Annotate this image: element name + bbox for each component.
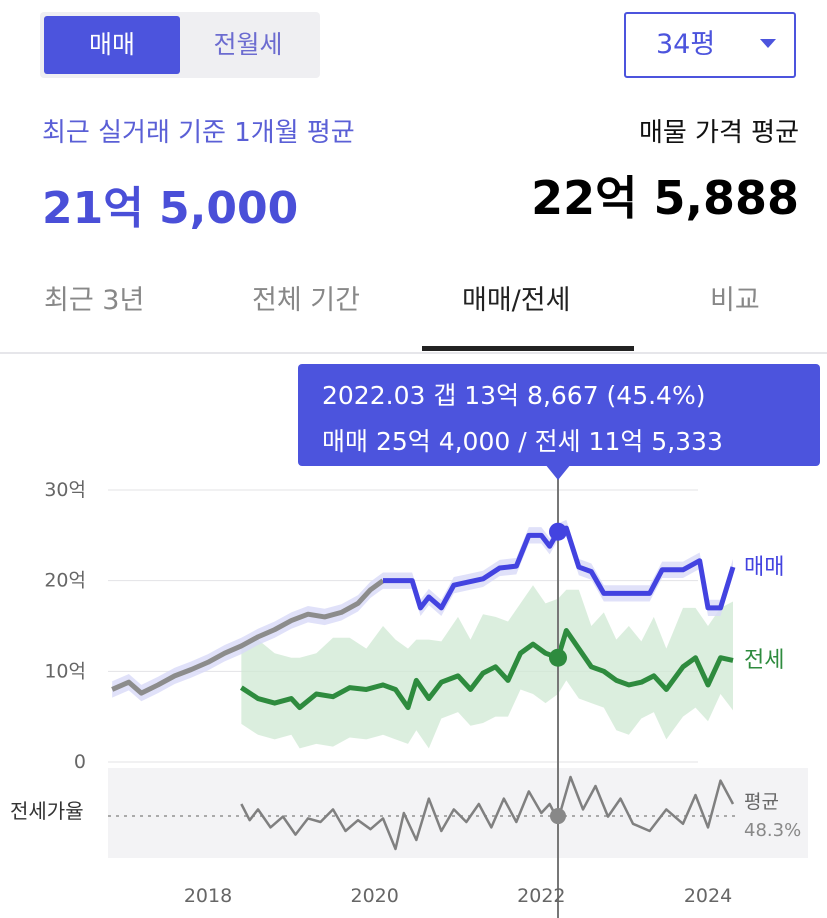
y-tick-label: 30억: [44, 479, 86, 501]
average-label: 평균: [744, 791, 779, 813]
x-tick-label: 2022: [517, 885, 565, 907]
tooltip-gap-line: 2022.03 갭 13억 8,667 (45.4%): [322, 381, 706, 410]
ratio-label: 전세가율: [10, 799, 84, 823]
active-tab-indicator: [422, 346, 634, 351]
sale-series-label: 매매: [744, 555, 784, 580]
asking-price-value: 22억 5,888: [531, 171, 799, 225]
size-select[interactable]: 34평: [624, 12, 796, 78]
jeonse-range-band: [241, 585, 734, 749]
period-tabs: 최근 3년 전체 기간 매매/전세 비교: [0, 266, 827, 354]
x-tick-label: 2018: [184, 885, 232, 907]
sale-tab-button[interactable]: 매매: [44, 16, 180, 74]
y-tick-label: 20억: [44, 570, 86, 592]
y-tick-label: 10억: [44, 660, 86, 682]
chart-tooltip: 2022.03 갭 13억 8,667 (45.4%) 매매 25억 4,000…: [298, 364, 820, 480]
recent-price-value: 21억 5,000: [42, 183, 299, 234]
chevron-down-icon: [760, 39, 776, 48]
x-tick-label: 2020: [350, 885, 398, 907]
size-select-value: 34평: [656, 29, 716, 60]
jeonse-marker: [549, 648, 567, 667]
sale-line-past: [111, 578, 385, 696]
tooltip-arrow: [545, 464, 571, 480]
tab-sale-jeonse[interactable]: 매매/전세: [462, 285, 571, 316]
trade-type-toggle: 매매 전월세: [40, 12, 320, 78]
recent-price-label: 최근 실거래 기준 1개월 평균: [42, 118, 355, 148]
sale-marker: [549, 522, 567, 541]
jeonse-series-label: 전세: [744, 648, 784, 673]
y-tick-label: 0: [74, 751, 86, 773]
tooltip-price-line: 매매 25억 4,000 / 전세 11억 5,333: [322, 427, 723, 456]
tab-compare[interactable]: 비교: [710, 285, 760, 316]
ratio-marker: [550, 808, 566, 825]
sale-line: [383, 525, 736, 611]
average-value: 48.3%: [744, 820, 801, 841]
jeonse-line: [239, 628, 734, 711]
tab-recent-3y[interactable]: 최근 3년: [44, 285, 145, 316]
asking-price-label: 매물 가격 평균: [638, 118, 799, 148]
x-tick-label: 2024: [684, 885, 732, 907]
tab-all-period[interactable]: 전체 기간: [252, 285, 360, 316]
ratio-line: [240, 775, 735, 851]
rent-tab-button[interactable]: 전월세: [213, 30, 283, 59]
